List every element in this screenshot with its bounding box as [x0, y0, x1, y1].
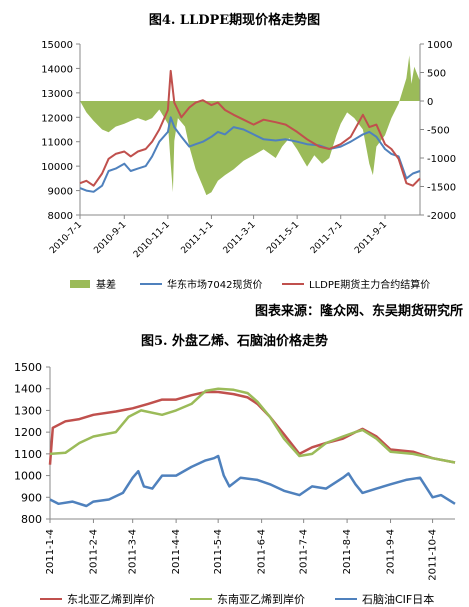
series-area-basis [80, 55, 420, 196]
legend-label-futures: LLDPE期货主力合约结算价 [309, 280, 431, 291]
y-tick-label-right: 500 [427, 69, 446, 80]
legend-swatch-naphtha [335, 598, 357, 600]
x-tick-label: 2011-6-4 [257, 529, 268, 574]
y-tick-label-left: 12000 [41, 113, 73, 124]
y-tick-label-right: -500 [427, 126, 450, 137]
y-tick-label-right: -2000 [427, 211, 456, 222]
legend-swatch-basis [70, 279, 90, 288]
legend-label-ne-asia: 东北亚乙烯到岸价 [67, 593, 155, 606]
series-line-se-asia-ethylene [49, 387, 456, 464]
legend-swatch-futures [282, 282, 304, 285]
series-line-spot [79, 116, 421, 193]
legend-item-futures: LLDPE期货主力合约结算价 [282, 276, 430, 291]
y-tick-label: 1300 [14, 404, 42, 417]
y-tick-label: 1100 [14, 448, 42, 461]
legend-item-ne-asia-ethylene: 东北亚乙烯到岸价 [40, 591, 155, 607]
y-tick-label-right: 0 [427, 97, 433, 108]
y-tick-label-left: 13000 [41, 89, 73, 100]
y-tick-label-left: 9000 [48, 187, 73, 198]
series-line-ne-asia-ethylene [48, 390, 456, 465]
legend-swatch-ne-asia [40, 598, 62, 600]
y-tick-label: 1500 [14, 361, 42, 374]
x-tick-label: 2011-3-4 [128, 529, 139, 574]
y-tick-label-right: -1500 [427, 183, 456, 194]
x-tick-label: 2011-10-4 [428, 529, 439, 581]
legend-item-basis: 基差 [70, 276, 116, 291]
x-tick-label: 2011-2-4 [88, 529, 99, 574]
legend-swatch-spot [140, 282, 162, 285]
y-tick-label: 800 [21, 513, 42, 526]
series-line-naphtha-cif-japan [49, 454, 456, 508]
legend-item-se-asia-ethylene: 东南亚乙烯到岸价 [190, 591, 305, 607]
legend-label-spot: 华东市场7042现货价 [167, 280, 263, 291]
legend-item-naphtha: 石脑油CIF日本 [335, 591, 434, 607]
y-tick-label: 1200 [14, 426, 42, 439]
x-tick-label: 2011-8-4 [342, 529, 353, 574]
chart-lldpe-price: 80009000100001100012000130001400015000-2… [41, 40, 456, 260]
legend-label-basis: 基差 [96, 280, 116, 291]
y-tick-label: 1000 [14, 470, 42, 483]
y-tick-label-left: 10000 [41, 162, 73, 173]
chart2-title: 图5. 外盘乙烯、石脑油价格走势 [140, 334, 329, 349]
source-note: 图表来源：隆众网、东吴期货研究所 [254, 304, 463, 319]
y-tick-label-left: 8000 [48, 211, 73, 222]
legend-item-spot: 华东市场7042现货价 [140, 276, 262, 291]
x-tick-label: 2011-1-4 [45, 529, 56, 574]
series-line-futures [79, 69, 421, 187]
y-tick-label: 1400 [14, 383, 42, 396]
x-tick-label: 2011-4-4 [171, 529, 182, 574]
x-tick-label: 2011-9-4 [386, 529, 397, 574]
legend-label-naphtha: 石脑油CIF日本 [362, 593, 435, 606]
legend-label-se-asia: 东南亚乙烯到岸价 [217, 593, 305, 606]
x-tick-label: 2011-5-4 [213, 529, 224, 574]
y-tick-label-left: 14000 [41, 64, 73, 75]
x-tick-label: 2011-7-4 [299, 529, 310, 574]
legend-swatch-se-asia [190, 598, 212, 600]
y-tick-label-right: 1000 [427, 40, 452, 51]
y-tick-label-left: 15000 [41, 40, 73, 51]
y-tick-label: 900 [21, 491, 42, 504]
chart1-title: 图4. LLDPE期现价格走势图 [148, 13, 321, 28]
y-tick-label-left: 11000 [41, 138, 73, 149]
y-tick-label-right: -1000 [427, 154, 456, 165]
